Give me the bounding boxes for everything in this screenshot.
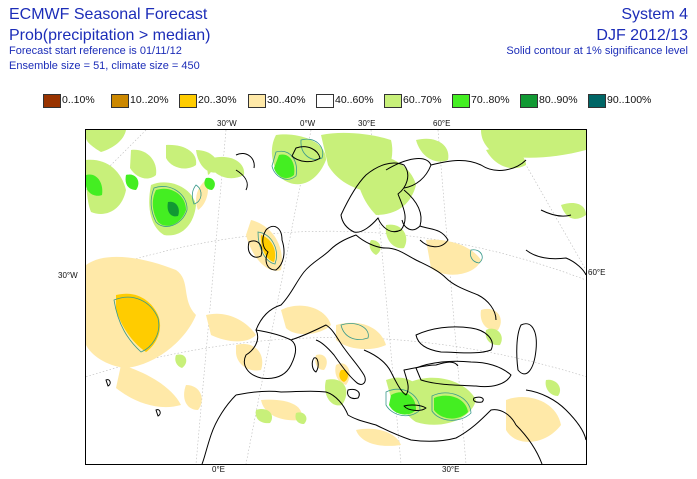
- lon-label-top: 60°E: [433, 119, 450, 128]
- lon-label-left: 30°W: [58, 271, 78, 280]
- map-title: ECMWF Seasonal Forecast: [9, 6, 207, 24]
- legend-label: 60..70%: [403, 94, 442, 106]
- legend-label: 80..90%: [539, 94, 578, 106]
- legend-label: 10..20%: [130, 94, 169, 106]
- legend-swatch: [111, 94, 129, 108]
- lon-label-bottom: 0°E: [212, 465, 225, 474]
- lon-label-top: 30°W: [217, 119, 237, 128]
- lon-label-bottom: 30°E: [442, 465, 459, 474]
- ensemble-size: Ensemble size = 51, climate size = 450: [9, 60, 200, 72]
- legend-swatch: [316, 94, 334, 108]
- legend-label: 90..100%: [607, 94, 651, 106]
- legend-label: 20..30%: [198, 94, 237, 106]
- legend-label: 70..80%: [471, 94, 510, 106]
- legend-swatch: [520, 94, 538, 108]
- legend-swatch: [588, 94, 606, 108]
- legend-swatch: [179, 94, 197, 108]
- lon-label-top: 30°E: [358, 119, 375, 128]
- lon-label-top: 0°W: [300, 119, 315, 128]
- probability-legend: 0..10% 10..20% 20..30% 30..40% 40..60% 6…: [43, 94, 683, 108]
- legend-swatch: [384, 94, 402, 108]
- legend-swatch: [43, 94, 61, 108]
- system-label: System 4: [621, 6, 688, 24]
- map-subtitle: Prob(precipitation > median): [9, 27, 210, 45]
- map-canvas: [86, 130, 586, 464]
- lon-label-right: 60°E: [588, 268, 605, 277]
- legend-swatch: [248, 94, 266, 108]
- legend-label: 40..60%: [335, 94, 374, 106]
- contour-note: Solid contour at 1% significance level: [506, 45, 688, 57]
- legend-swatch: [452, 94, 470, 108]
- forecast-map: [85, 129, 587, 465]
- legend-label: 30..40%: [267, 94, 306, 106]
- forecast-start-reference: Forecast start reference is 01/11/12: [9, 45, 182, 57]
- forecast-period: DJF 2012/13: [596, 27, 688, 45]
- legend-label: 0..10%: [62, 94, 95, 106]
